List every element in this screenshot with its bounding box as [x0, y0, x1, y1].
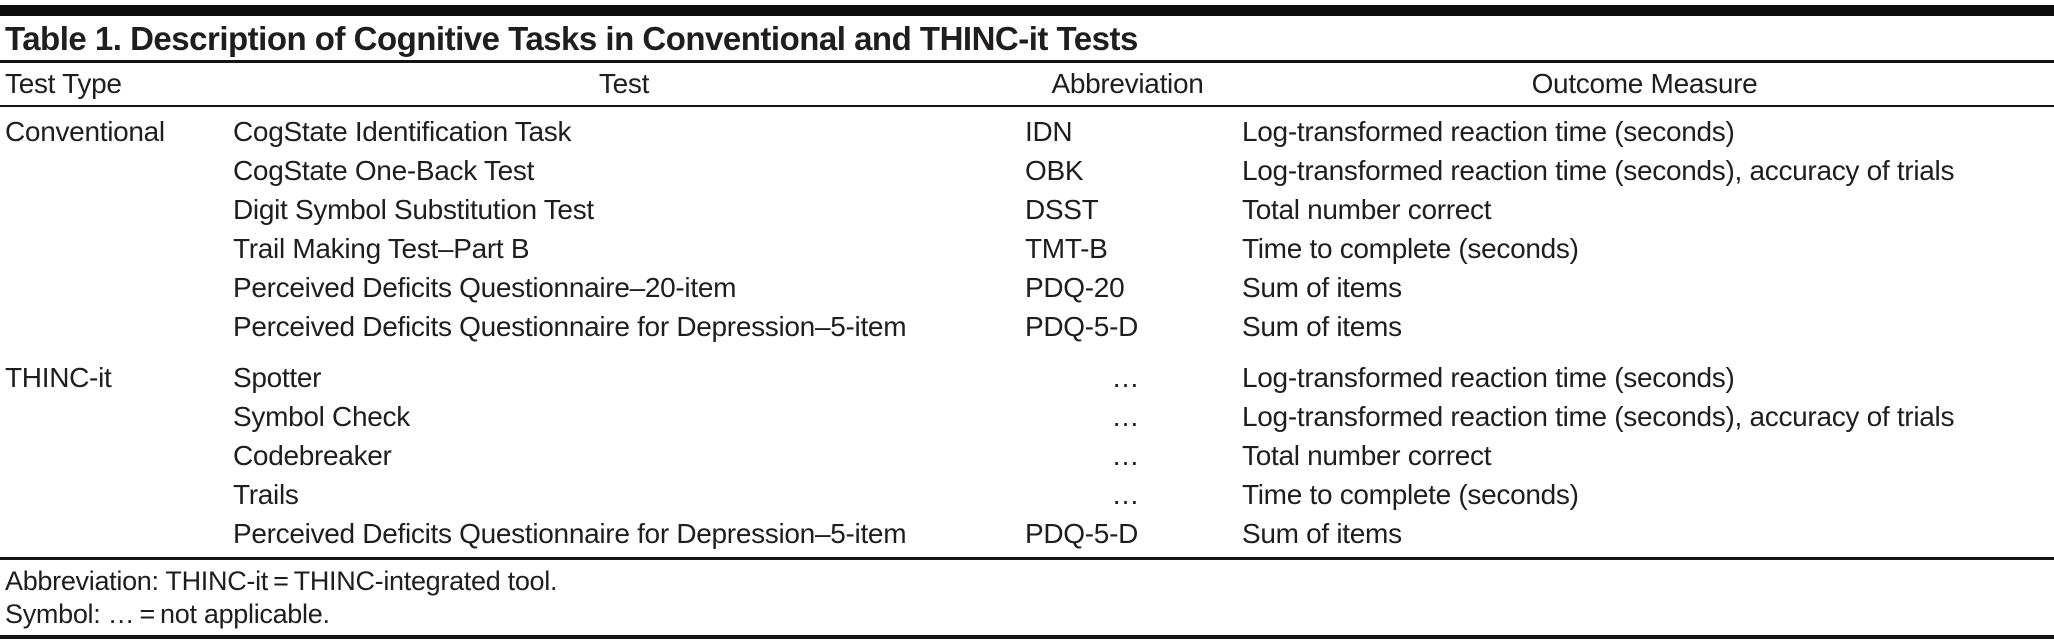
test-type-label — [0, 475, 228, 514]
table-row: Trail Making Test–Part B TMT-B Time to c… — [0, 229, 2054, 268]
footnote-symbol: Symbol: … = not applicable. — [5, 599, 330, 629]
test-name: Codebreaker — [233, 440, 392, 471]
column-header-outcome-measure: Outcome Measure — [1531, 68, 1758, 99]
top-rule — [0, 5, 2054, 16]
outcome-measure-value: Log-transformed reaction time (seconds),… — [1242, 401, 1955, 432]
outcome-measure-value: Time to complete (seconds) — [1242, 479, 1579, 510]
test-name: Perceived Deficits Questionnaire–20-item — [233, 272, 737, 303]
abbreviation-value: PDQ-5-D — [1025, 311, 1139, 342]
outcome-measure-value: Log-transformed reaction time (seconds) — [1242, 362, 1735, 393]
test-name: CogState One-Back Test — [233, 155, 535, 186]
abbreviation-ellipsis: … — [1111, 401, 1144, 432]
test-name: Spotter — [233, 362, 322, 393]
table-row: THINC-it Spotter … Log-transformed react… — [0, 358, 2054, 397]
table-row: Conventional CogState Identification Tas… — [0, 112, 2054, 151]
table-row: Symbol Check … Log-transformed reaction … — [0, 397, 2054, 436]
column-header-abbreviation: Abbreviation — [1051, 68, 1204, 99]
table-row: CogState One-Back Test OBK Log-transform… — [0, 151, 2054, 190]
test-name: Perceived Deficits Questionnaire for Dep… — [233, 311, 907, 342]
test-name: Trails — [233, 479, 299, 510]
outcome-measure-value: Sum of items — [1242, 272, 1402, 303]
abbreviation-ellipsis: … — [1111, 440, 1144, 471]
abbreviation-ellipsis: … — [1111, 479, 1144, 510]
test-type-label — [0, 229, 228, 268]
table-row: Perceived Deficits Questionnaire–20-item… — [0, 268, 2054, 307]
outcome-measure-value: Log-transformed reaction time (seconds) — [1242, 116, 1735, 147]
test-type-label — [0, 436, 228, 475]
outcome-measure-value: Time to complete (seconds) — [1242, 233, 1579, 264]
table-row: Digit Symbol Substitution Test DSST Tota… — [0, 190, 2054, 229]
test-name: Trail Making Test–Part B — [233, 233, 530, 264]
table-row: Perceived Deficits Questionnaire for Dep… — [0, 514, 2054, 553]
outcome-measure-value: Sum of items — [1242, 518, 1402, 549]
test-name: Symbol Check — [233, 401, 410, 432]
section-thinc-it: THINC-it Spotter … Log-transformed react… — [0, 346, 2054, 557]
column-header-test: Test — [598, 68, 650, 99]
table-row: Codebreaker … Total number correct — [0, 436, 2054, 475]
abbreviation-value: PDQ-5-D — [1025, 518, 1139, 549]
section-conventional: Conventional CogState Identification Tas… — [0, 107, 2054, 346]
outcome-measure-value: Total number correct — [1242, 194, 1492, 225]
abbreviation-value: OBK — [1025, 155, 1084, 186]
test-type-label — [0, 397, 228, 436]
abbreviation-value: PDQ-20 — [1025, 272, 1125, 303]
test-type-label — [0, 307, 228, 346]
outcome-measure-value: Sum of items — [1242, 311, 1402, 342]
outcome-measure-value: Total number correct — [1242, 440, 1492, 471]
test-type-label: THINC-it — [5, 362, 112, 393]
table-title: Table 1. Description of Cognitive Tasks … — [5, 20, 1138, 57]
abbreviation-value: TMT-B — [1025, 233, 1108, 264]
outcome-measure-value: Log-transformed reaction time (seconds),… — [1242, 155, 1955, 186]
test-type-label — [0, 190, 228, 229]
footnote-rule — [0, 557, 2054, 560]
test-type-label — [0, 514, 228, 553]
header-rule — [0, 105, 2054, 107]
abbreviation-ellipsis: … — [1111, 362, 1144, 393]
table-header-row: Test Type Test Abbreviation Outcome Meas… — [0, 63, 2054, 105]
test-name: Perceived Deficits Questionnaire for Dep… — [233, 518, 907, 549]
test-name: CogState Identification Task — [233, 116, 572, 147]
footnotes: Abbreviation: THINC-it = THINC-integrate… — [0, 560, 2054, 635]
test-name: Digit Symbol Substitution Test — [233, 194, 594, 225]
table-row: Trails … Time to complete (seconds) — [0, 475, 2054, 514]
bottom-rule — [0, 635, 2054, 639]
test-type-label — [0, 268, 228, 307]
column-header-test-type: Test Type — [5, 68, 122, 99]
test-type-label — [0, 151, 228, 190]
abbreviation-value: DSST — [1025, 194, 1099, 225]
title-rule — [0, 60, 2054, 63]
footnote-abbreviation: Abbreviation: THINC-it = THINC-integrate… — [5, 566, 558, 596]
abbreviation-value: IDN — [1025, 116, 1073, 147]
test-type-label: Conventional — [5, 116, 165, 147]
table-row: Perceived Deficits Questionnaire for Dep… — [0, 307, 2054, 346]
